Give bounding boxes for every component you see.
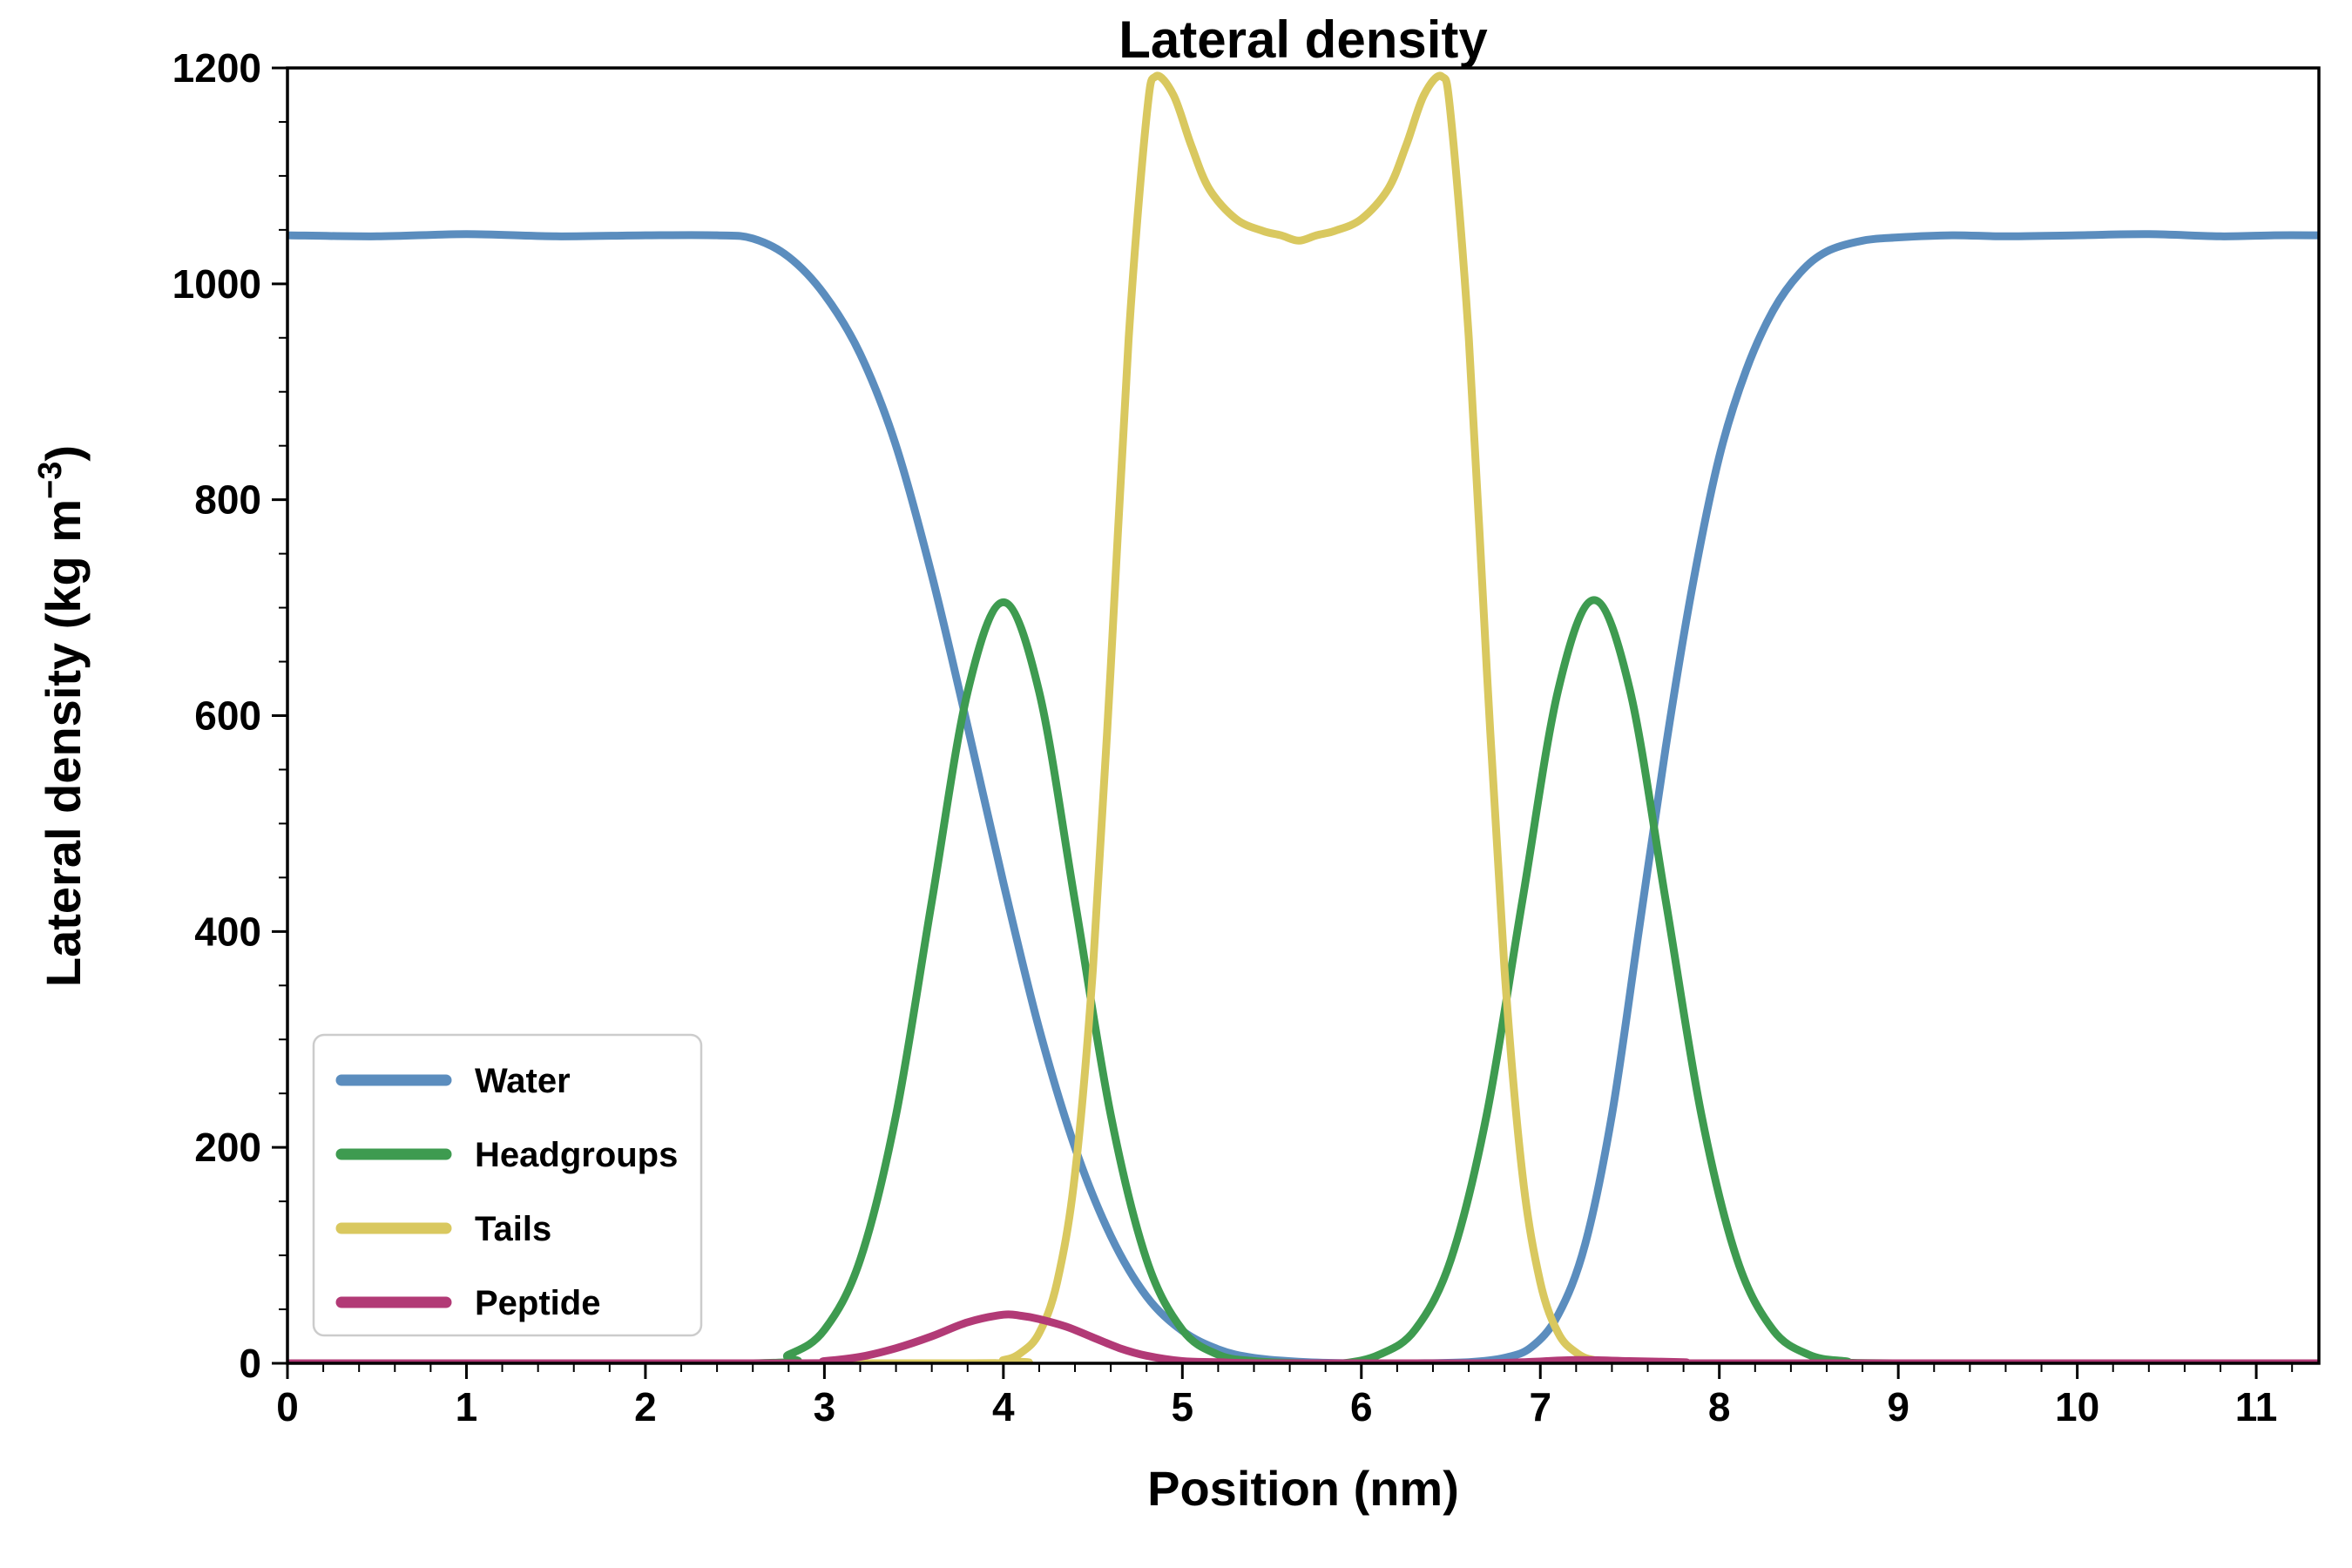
x-tick-label: 7 [1529,1384,1551,1429]
x-tick-label: 5 [1172,1384,1194,1429]
y-tick-label: 1000 [172,261,261,307]
y-tick-label: 600 [194,693,261,739]
legend-label-headgroups: Headgroups [475,1136,678,1174]
x-tick-label: 2 [634,1384,657,1429]
axis-ticks: 0 1 2 3 4 5 6 7 8 9 10 11 0 200 400 600 800 1000 1200 [172,45,2294,1429]
x-tick-label: 8 [1708,1384,1731,1429]
legend: Water Headgroups Tails Peptide [312,1033,703,1337]
chart-generated-content: 0 1 2 3 4 5 6 7 8 9 10 11 0 200 400 600 800 1000 1200 Water… [172,45,2321,1429]
plot-frame [286,66,2321,1365]
series-water-line [287,230,2319,1363]
y-tick-label: 1200 [172,45,261,91]
legend-item-peptide: Peptide [335,1284,600,1322]
legend-item-tails: Tails [335,1210,551,1248]
y-tick-label: 400 [194,909,261,954]
x-tick-label: 1 [456,1384,478,1429]
y-tick-label: 200 [194,1125,261,1170]
x-axis-label: Position (nm) [1147,1461,1459,1516]
series-tails-line [287,71,2319,1363]
chart-title: Lateral density [1119,10,1488,69]
legend-item-headgroups: Headgroups [335,1136,678,1174]
x-tick-label: 3 [814,1384,836,1429]
x-tick-label: 10 [2055,1384,2099,1429]
legend-box [312,1033,703,1337]
y-tick-label: 800 [194,477,261,523]
x-tick-label: 4 [992,1384,1015,1429]
legend-label-water: Water [475,1062,571,1100]
x-tick-label: 0 [276,1384,299,1429]
y-axis-label: Lateral density (kg m−3) [32,445,91,987]
y-tick-label: 0 [239,1341,261,1386]
legend-item-water: Water [335,1062,571,1100]
legend-label-tails: Tails [475,1210,551,1248]
x-tick-label: 6 [1350,1384,1373,1429]
legend-label-peptide: Peptide [475,1284,600,1322]
x-tick-label: 9 [1887,1384,1909,1429]
x-tick-label: 11 [2235,1384,2278,1429]
series-headgroups-line [287,596,2319,1363]
